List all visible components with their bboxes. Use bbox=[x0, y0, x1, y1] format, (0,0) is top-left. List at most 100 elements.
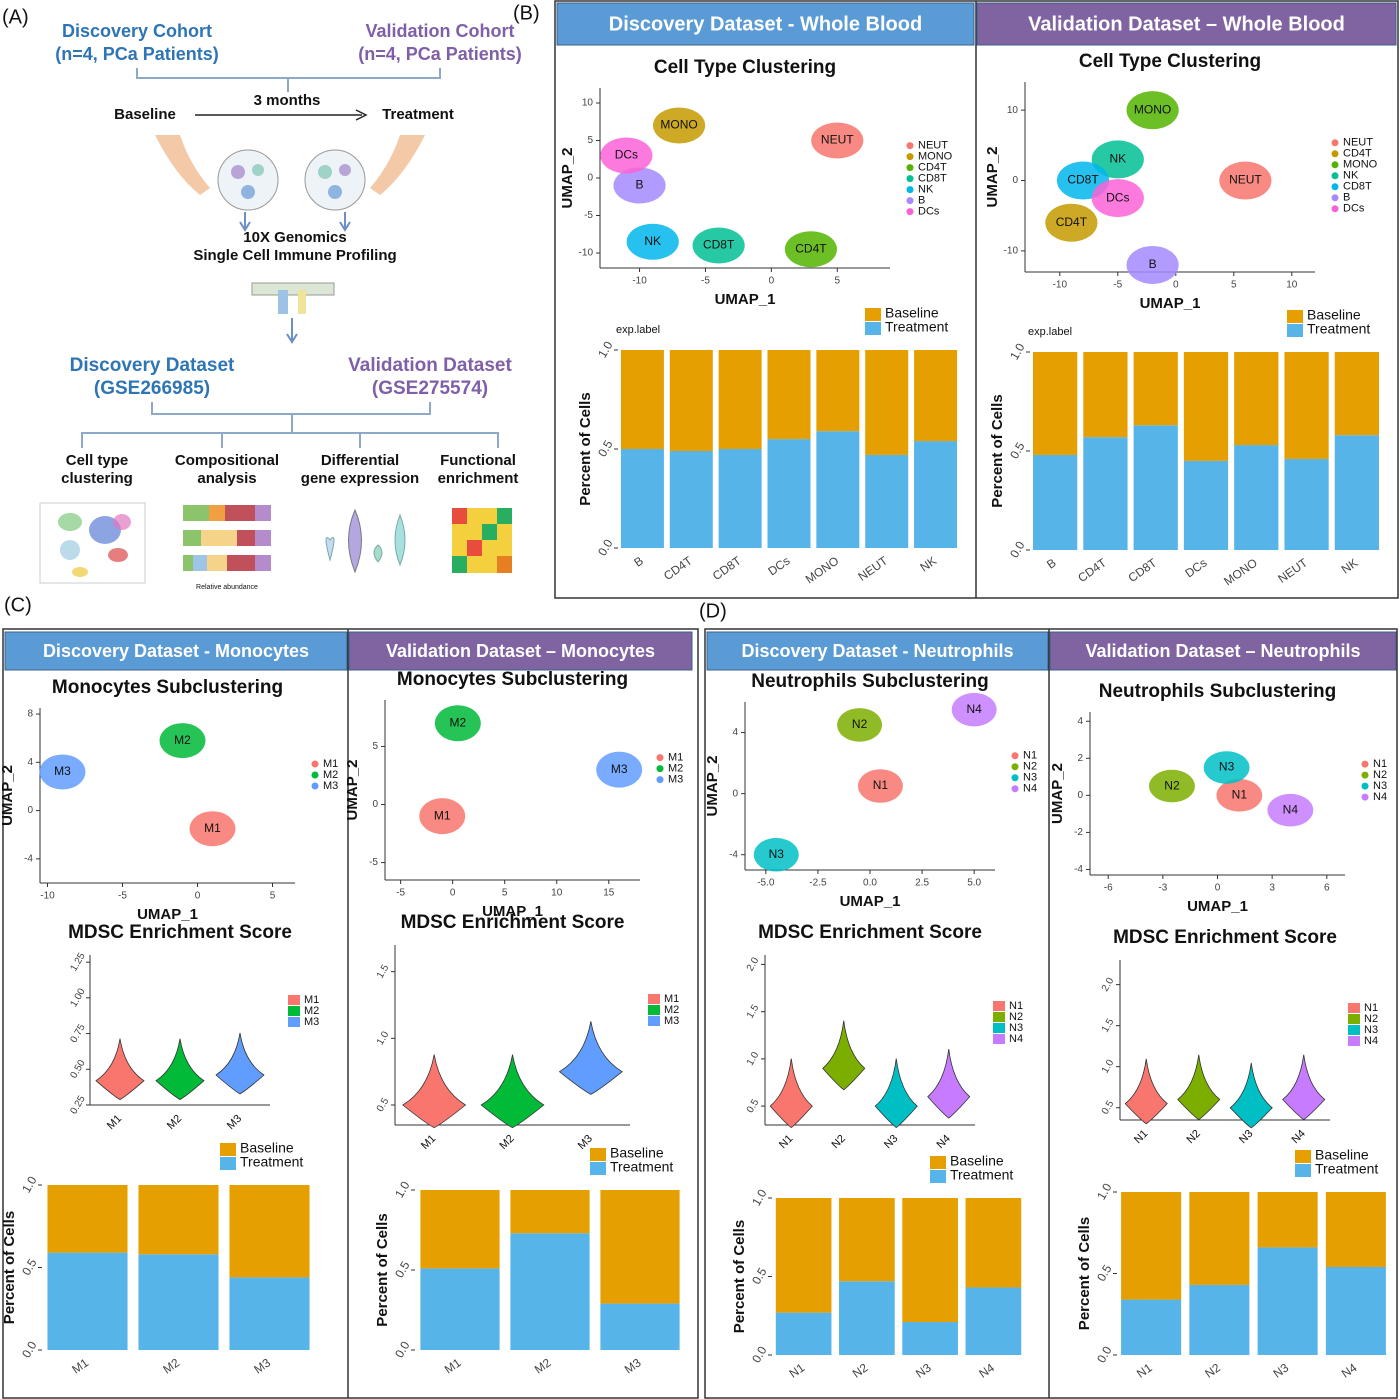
x-tick-label: M1 bbox=[105, 1113, 124, 1132]
legend-swatch bbox=[1348, 1025, 1360, 1035]
x-tick-label: N1 bbox=[1134, 1360, 1155, 1380]
legend-label: Treatment bbox=[1307, 321, 1370, 337]
x-tick-label: 15 bbox=[603, 888, 615, 899]
legend-label: CD8T bbox=[918, 173, 947, 185]
legend-label: N3 bbox=[1373, 780, 1387, 792]
x-tick-label: M2 bbox=[165, 1113, 184, 1132]
cluster-label: N1 bbox=[1232, 788, 1248, 802]
legend-swatch bbox=[1287, 324, 1303, 337]
bar-segment bbox=[1284, 352, 1329, 459]
legend-label: DCs bbox=[918, 206, 940, 218]
bar-segment bbox=[1257, 1247, 1318, 1355]
x-tick-label: -5 bbox=[701, 276, 710, 287]
x-axis-label: UMAP_1 bbox=[840, 893, 901, 910]
analysis-label: Differential bbox=[321, 452, 399, 469]
y-tick-label: 2 bbox=[1077, 753, 1083, 764]
legend-label: N1 bbox=[1373, 758, 1387, 770]
x-tick-label: 0 bbox=[1215, 883, 1221, 894]
x-tick-label: M1 bbox=[69, 1355, 91, 1376]
panel-label: (C) bbox=[4, 594, 32, 616]
x-tick-label: -5 bbox=[396, 888, 405, 899]
legend-label: M3 bbox=[668, 774, 683, 786]
y-tick-label: 5 bbox=[587, 135, 593, 146]
y-tick-label: 1.5 bbox=[375, 963, 392, 981]
panel-label: (B) bbox=[513, 2, 540, 24]
y-axis-label: UMAP_2 bbox=[0, 765, 16, 826]
legend-label: Treatment bbox=[950, 1167, 1013, 1183]
legend-swatch bbox=[1331, 172, 1339, 180]
profiling-subtitle: Single Cell Immune Profiling bbox=[193, 247, 396, 264]
thumbnail-clustering bbox=[39, 502, 146, 584]
legend-label: Baseline bbox=[1307, 307, 1361, 323]
y-tick-label: 1.0 bbox=[392, 1179, 413, 1201]
cluster-label: N3 bbox=[769, 847, 785, 861]
legend-title: exp.label bbox=[1028, 326, 1072, 338]
cluster bbox=[596, 751, 643, 788]
cluster-label: B bbox=[636, 178, 644, 192]
y-axis-label: Percent of Cells bbox=[989, 394, 1006, 507]
y-tick-label: 0.0 bbox=[749, 1344, 770, 1366]
legend-swatch bbox=[1361, 771, 1369, 779]
x-tick-label: 5 bbox=[834, 276, 840, 287]
x-axis-label: UMAP_1 bbox=[1187, 898, 1248, 915]
cluster-label: NK bbox=[644, 234, 661, 248]
cluster-label: N4 bbox=[1283, 802, 1299, 816]
bar-segment bbox=[839, 1281, 895, 1355]
legend-swatch bbox=[288, 995, 300, 1005]
x-tick-label: NK bbox=[917, 554, 939, 575]
bar-segment bbox=[420, 1268, 500, 1350]
cluster-label: M1 bbox=[204, 821, 221, 835]
legend-label: M1 bbox=[664, 993, 679, 1005]
x-tick-label: N3 bbox=[1237, 1128, 1255, 1146]
x-tick-label: -10 bbox=[1053, 280, 1068, 291]
cell-icon bbox=[231, 165, 245, 179]
bar-segment bbox=[510, 1190, 590, 1234]
x-tick-label: -3 bbox=[1158, 883, 1167, 894]
bar-segment bbox=[229, 1185, 310, 1278]
x-tick-label: CD4T bbox=[1075, 555, 1109, 585]
x-tick-label: 0.0 bbox=[863, 878, 877, 889]
cell-icon bbox=[318, 165, 332, 179]
legend-swatch bbox=[311, 771, 319, 779]
legend-swatch bbox=[1331, 194, 1339, 202]
violin bbox=[927, 1049, 971, 1119]
legend-swatch bbox=[1331, 139, 1339, 147]
cluster bbox=[189, 811, 236, 847]
legend-label: Treatment bbox=[885, 319, 948, 335]
bar-segment bbox=[718, 350, 762, 449]
y-tick-label: 0.0 bbox=[19, 1339, 40, 1361]
legend-swatch bbox=[1331, 205, 1339, 213]
x-tick-label: -10 bbox=[632, 276, 647, 287]
x-tick-label: CD8T bbox=[1126, 555, 1160, 585]
y-tick-label: 0.50 bbox=[68, 1058, 87, 1081]
legend-label: Baseline bbox=[950, 1153, 1004, 1169]
bar-segment bbox=[865, 350, 909, 455]
bar-segment bbox=[1234, 352, 1279, 446]
cluster-label: CD8T bbox=[1067, 173, 1099, 187]
cluster-label: B bbox=[1149, 257, 1157, 271]
x-tick-label: 0 bbox=[1173, 280, 1179, 291]
legend-swatch bbox=[1348, 1003, 1360, 1013]
y-tick-label: 1.0 bbox=[1007, 341, 1028, 363]
y-tick-label: 4 bbox=[1077, 716, 1083, 727]
violin bbox=[1229, 1062, 1273, 1129]
bar-segment bbox=[1133, 352, 1178, 426]
legend-swatch bbox=[648, 994, 660, 1004]
legend-label: CD8T bbox=[1343, 181, 1372, 193]
bar-segment bbox=[816, 431, 860, 548]
y-axis-label: Percent of Cells bbox=[374, 1213, 391, 1326]
violin bbox=[822, 1020, 866, 1091]
legend-swatch bbox=[288, 1006, 300, 1016]
legend-swatch bbox=[590, 1148, 606, 1161]
legend-label: B bbox=[1343, 192, 1350, 204]
x-axis-label: UMAP_1 bbox=[715, 291, 776, 308]
cluster bbox=[626, 223, 679, 260]
legend-swatch bbox=[865, 308, 881, 321]
x-tick-label: B bbox=[1044, 556, 1059, 572]
bar-segment bbox=[620, 449, 664, 548]
bar-segment bbox=[965, 1287, 1022, 1355]
legend-label: M2 bbox=[668, 763, 683, 775]
subpanel-header bbox=[1049, 631, 1397, 671]
legend-label: M2 bbox=[323, 769, 338, 781]
y-tick-label: 0 bbox=[587, 173, 593, 184]
